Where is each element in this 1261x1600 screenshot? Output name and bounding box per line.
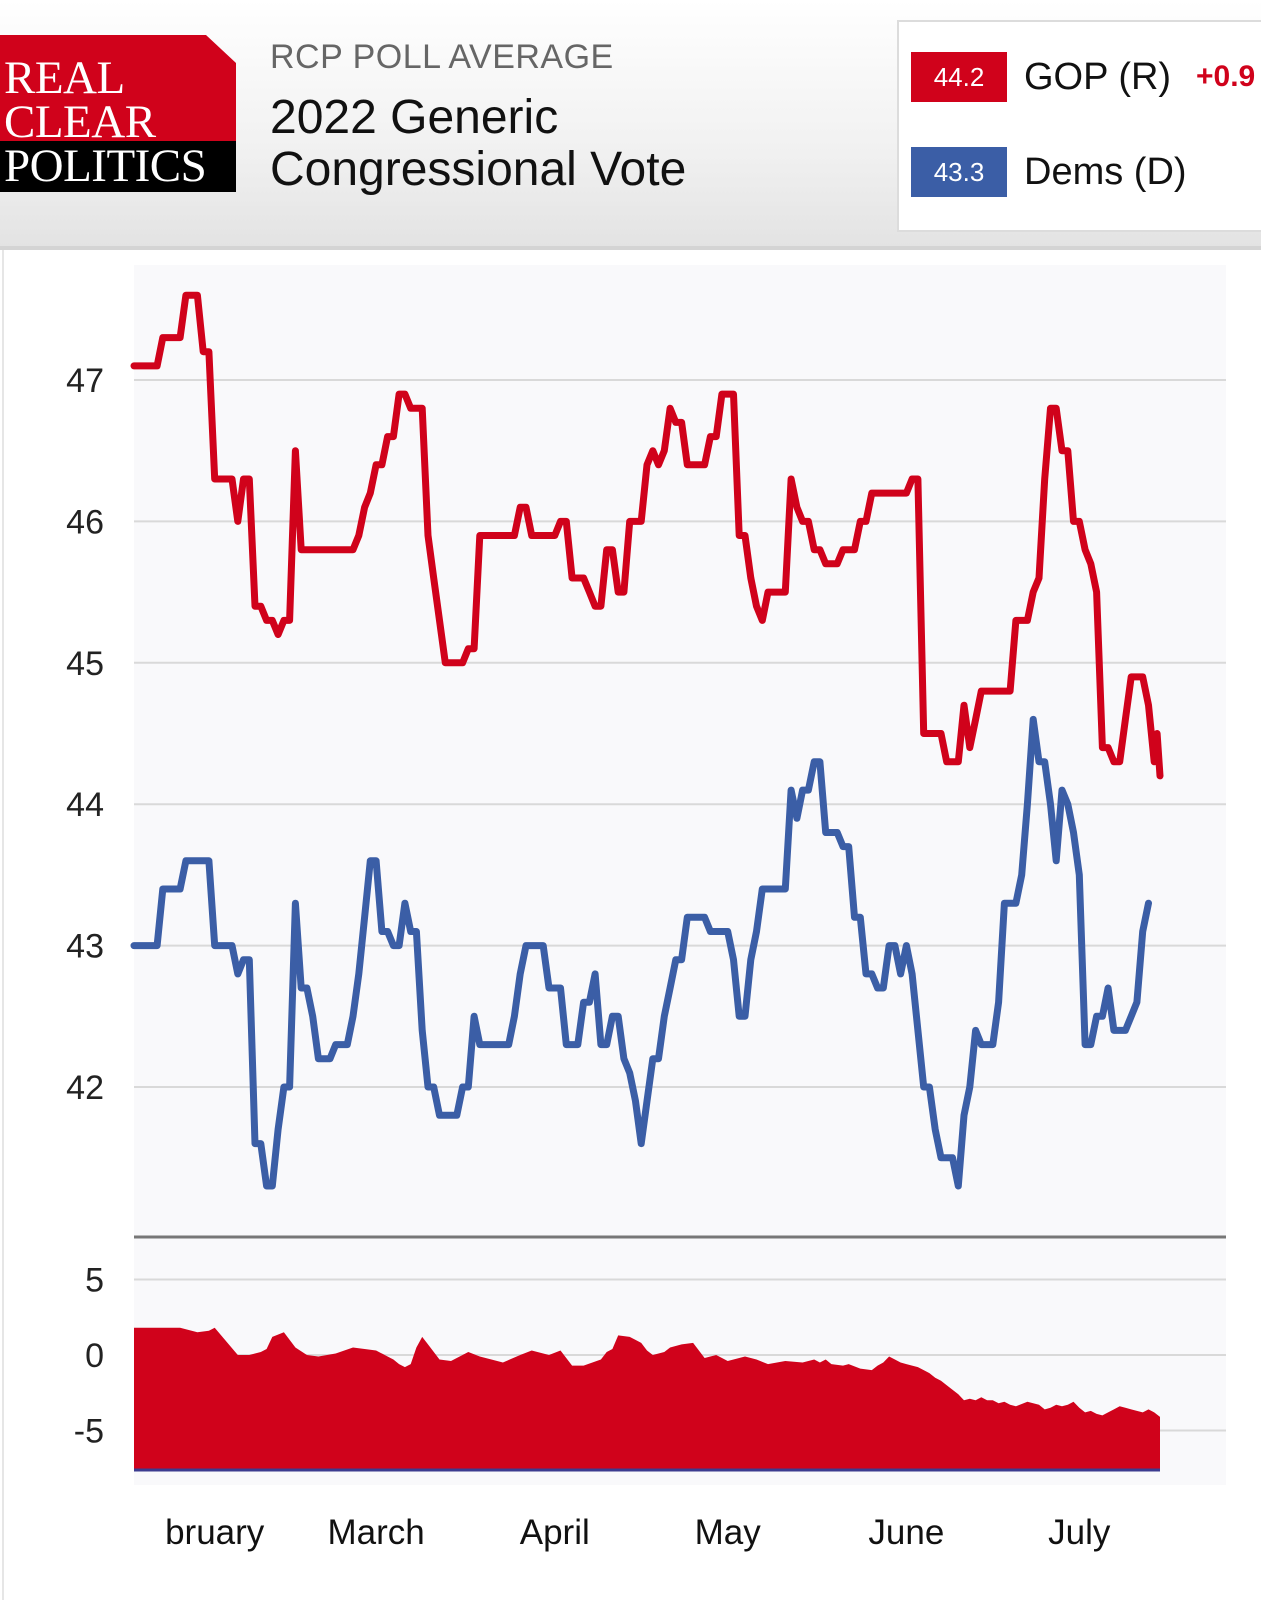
y-tick-label: 45 bbox=[66, 645, 104, 683]
gop-value-badge: 44.2 bbox=[911, 52, 1007, 102]
y-tick-label: 46 bbox=[66, 503, 104, 541]
legend-box: 44.2 GOP (R) +0.9 43.3 Dems (D) bbox=[897, 20, 1261, 232]
header-bar: REAL CLEAR POLITICS RCP POLL AVERAGE 202… bbox=[0, 0, 1261, 250]
x-tick-label-march: March bbox=[327, 1513, 424, 1552]
logo-word-clear: CLEAR bbox=[4, 96, 156, 148]
logo-word-politics: POLITICS bbox=[4, 140, 207, 192]
chart-title-line-1: 2022 Generic bbox=[270, 91, 559, 144]
chart-subtitle: RCP POLL AVERAGE bbox=[270, 38, 614, 76]
real-clear-politics-logo[interactable]: REAL CLEAR POLITICS bbox=[0, 35, 236, 192]
x-tick-label-june: June bbox=[868, 1513, 944, 1552]
logo-black-stripe bbox=[0, 141, 236, 192]
spread-y-tick-label: -5 bbox=[74, 1413, 104, 1451]
chart-title-line-2: Congressional Vote bbox=[270, 143, 687, 196]
spread-y-tick-label: 5 bbox=[85, 1262, 104, 1300]
x-tick-label-april: April bbox=[520, 1513, 590, 1552]
dems-series-line bbox=[130, 715, 1152, 1190]
dems-label: Dems (D) bbox=[1024, 151, 1187, 193]
logo-word-real: REAL bbox=[4, 52, 125, 104]
chart-area: 42 43 44 45 46 47 5 0 -5 bruary March April May June… bbox=[2, 250, 1261, 1600]
y-tick-label: 42 bbox=[66, 1069, 104, 1107]
x-tick-label-july: July bbox=[1048, 1513, 1111, 1552]
gop-label: GOP (R) bbox=[1024, 56, 1172, 98]
spread-y-tick-label: 0 bbox=[85, 1337, 104, 1375]
gop-series-line bbox=[130, 291, 1164, 780]
chart-title: 2022 Generic Congressional Vote bbox=[270, 92, 686, 196]
dems-value-badge: 43.3 bbox=[911, 147, 1007, 197]
poll-average-chart[interactable]: 42 43 44 45 46 47 5 0 -5 bruary March April May June… bbox=[4, 250, 1261, 1600]
y-tick-label: 44 bbox=[66, 786, 104, 824]
x-tick-label-february: bruary bbox=[165, 1513, 265, 1552]
spread-area bbox=[134, 1327, 1160, 1470]
y-tick-label: 47 bbox=[66, 362, 104, 400]
gop-spread: +0.9 bbox=[1196, 60, 1256, 93]
x-tick-label-may: May bbox=[695, 1513, 762, 1552]
y-tick-label: 43 bbox=[66, 928, 104, 966]
